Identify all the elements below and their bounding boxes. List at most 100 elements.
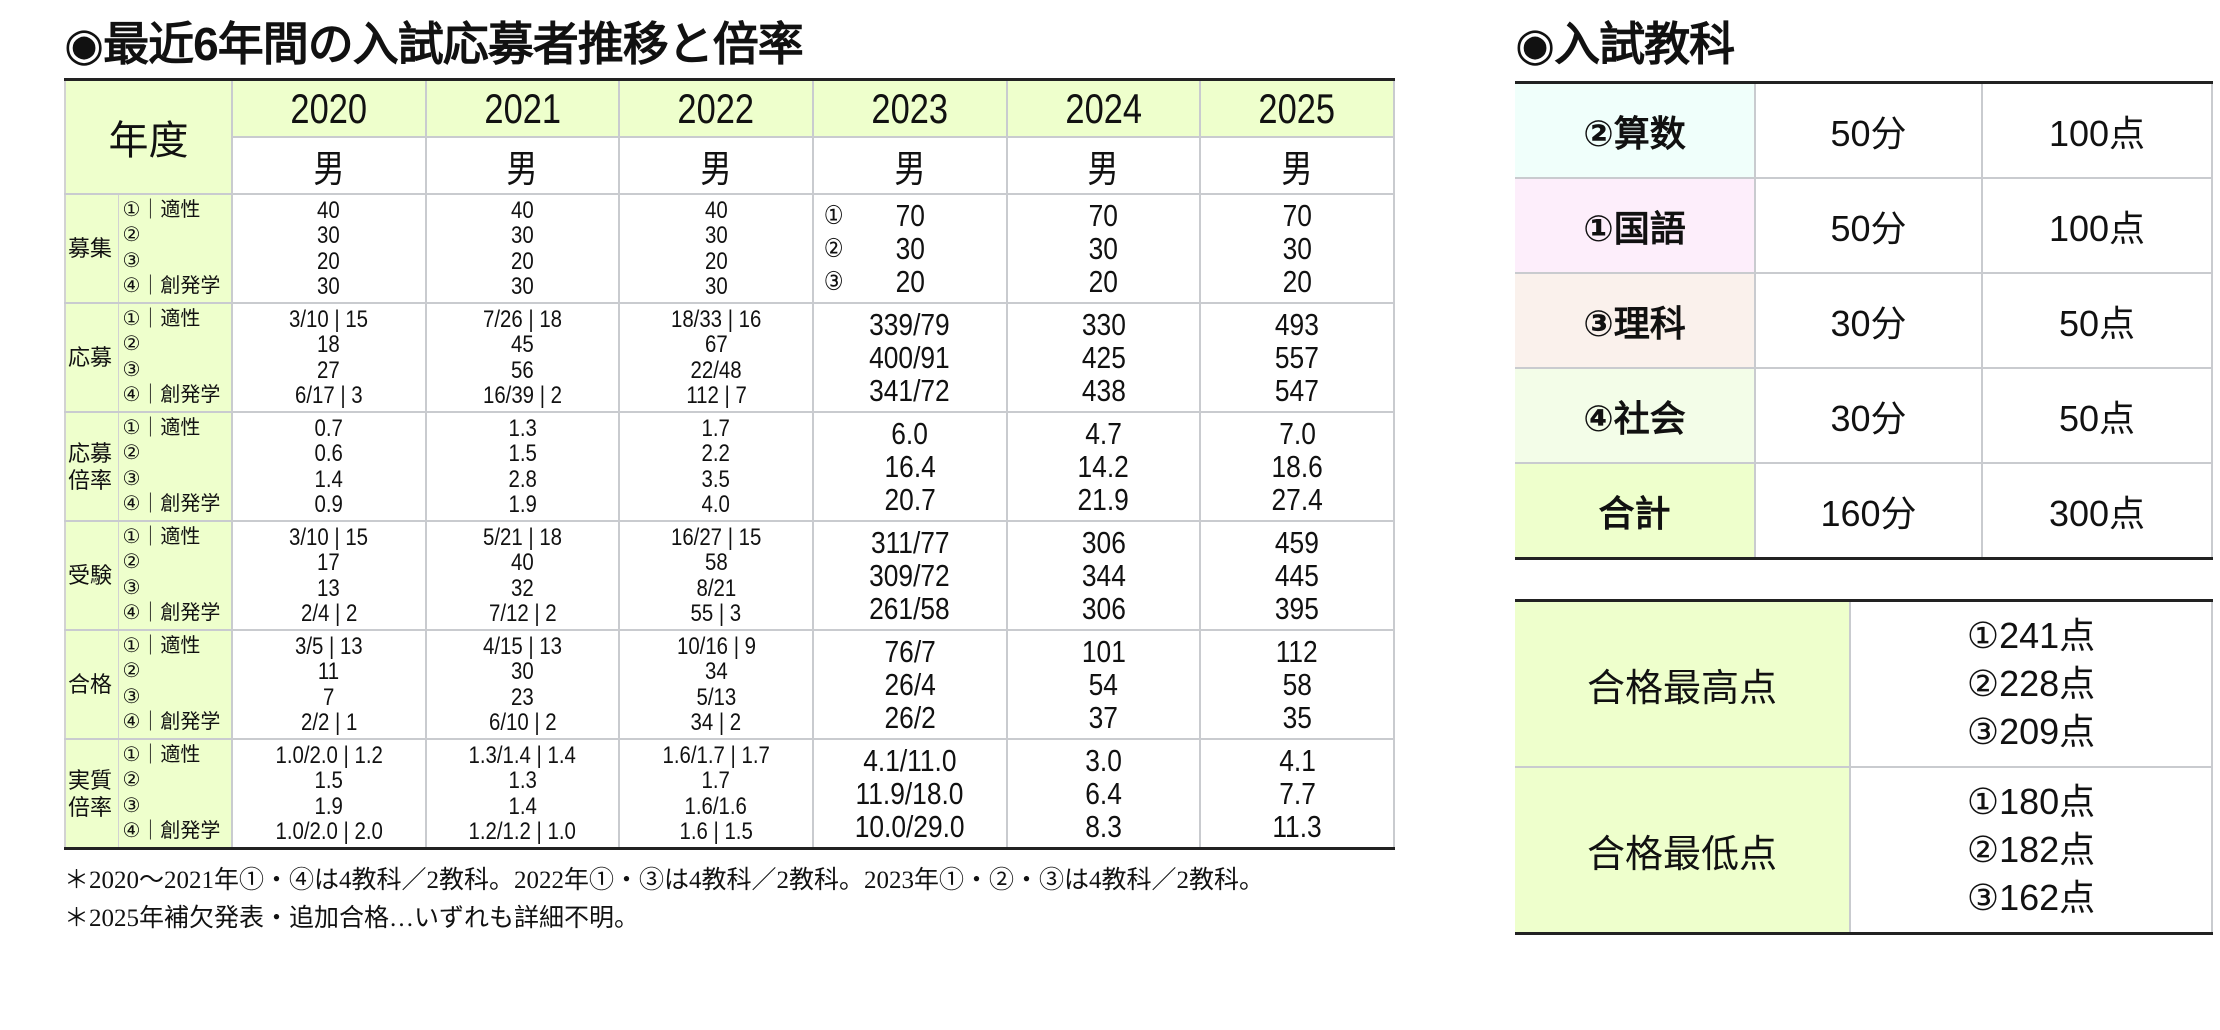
sub-label: ①｜適性 — [122, 743, 201, 766]
cell-line: 339/79 — [814, 308, 1006, 341]
sub-label: ④｜創発学 — [122, 384, 221, 406]
cell-line: 34 — [620, 659, 812, 685]
subject-points: 50点 — [1981, 272, 2213, 369]
year-header: 2020 — [231, 78, 427, 138]
cell-value: 7.0 — [1278, 416, 1316, 451]
year-header: 2021 — [424, 78, 621, 138]
cell-value: 17 — [317, 549, 341, 576]
cell-value: 1.5 — [508, 440, 537, 467]
subject-name: ③理科 — [1515, 272, 1756, 369]
cell-line: 35 — [1201, 701, 1393, 734]
pass-score-value: ①241点 — [1966, 615, 2096, 656]
cell-value: 459 — [1275, 525, 1320, 560]
cell-value: 306 — [1081, 525, 1126, 560]
cell-value: 34 — [704, 658, 728, 685]
data-cell: 18/33 | 16 67 22/48 112 | 7 — [618, 302, 814, 413]
row-group-label: 応募 倍率 — [64, 411, 118, 522]
cell-value: 0.7 — [314, 414, 344, 442]
year-header: 2022 — [618, 78, 814, 138]
year-label: 2021 — [484, 84, 561, 132]
subject-name: 合計 — [1515, 462, 1756, 560]
cell-line: 4.1/11.0 — [814, 744, 1006, 777]
cell-line: 16/27 | 15 — [620, 524, 812, 551]
data-cell: 0.7 0.6 1.4 0.9 — [231, 411, 427, 522]
cell-value: 3/10 | 15 — [289, 523, 369, 551]
sub-label: ④｜創発学 — [122, 493, 221, 515]
year-label: 2020 — [290, 84, 368, 132]
data-cell: 7/26 | 18 45 56 16/39 | 2 — [424, 302, 621, 413]
cell-line: 6.0 — [814, 417, 1006, 450]
cell-line: 58 — [620, 550, 812, 576]
data-cell: 5/21 | 18 40 32 7/12 | 2 — [424, 520, 621, 631]
cell-line: 55 | 3 — [620, 601, 812, 627]
subject-name: ④社会 — [1515, 367, 1756, 464]
pass-score-value: ②228点 — [1966, 663, 2096, 704]
cell-value: 55 | 3 — [690, 600, 742, 627]
cell-value: 7/26 | 18 — [482, 305, 562, 333]
subject-time: 50分 — [1754, 81, 1983, 179]
cell-value: 425 — [1081, 340, 1126, 375]
cell-line: 4.7 — [1008, 417, 1200, 450]
sub-label: ③ — [122, 685, 141, 708]
cell-line: 306 — [1008, 592, 1200, 625]
cell-value: 40 — [317, 196, 341, 224]
cell-value: 445 — [1275, 558, 1320, 593]
cell-line: 40 — [427, 197, 619, 224]
data-cell: 76/7 26/4 26/2 — [811, 629, 1008, 740]
cell-line: 27 — [233, 357, 425, 384]
cell-value: 54 — [1088, 667, 1119, 702]
cell-value: 101 — [1081, 634, 1126, 669]
cell-value: 4.1 — [1278, 743, 1316, 778]
cell-value: 330 — [1081, 307, 1126, 342]
cell-line: 112 — [1201, 635, 1393, 668]
cell-line: 30 — [427, 659, 619, 685]
pass-score-value: ③209点 — [1966, 711, 2096, 752]
sub-label: ③ — [122, 249, 141, 272]
cell-line: 23 — [427, 684, 619, 711]
right-title: ◉入試教科 — [1515, 18, 1735, 70]
cell-value: 1.6/1.7 | 1.7 — [662, 741, 770, 769]
year-header: 2025 — [1199, 78, 1395, 138]
cell-line: 547 — [1201, 374, 1393, 407]
cell-line: ② 30 — [814, 232, 1006, 265]
data-cell: 70 30 20 — [1005, 193, 1202, 304]
data-cell: 4.7 14.2 21.9 — [1005, 411, 1202, 522]
sub-label: ④｜創発学 — [122, 820, 221, 842]
cell-line: 70 — [1008, 199, 1200, 232]
cell-line: 11 — [233, 659, 425, 685]
cell-value: 11.9/18.0 — [855, 776, 964, 811]
cell-line: ③ 20 — [814, 265, 1006, 298]
cell-value: 4.0 — [701, 491, 731, 518]
cell-line: 11.9/18.0 — [814, 777, 1006, 810]
sub-label: ② — [122, 224, 141, 246]
cell-line: 30 — [620, 223, 812, 249]
data-cell: ① 70 ② 30 ③ 20 — [811, 193, 1008, 304]
cell-line: 56 — [427, 357, 619, 384]
cell-value: 309/72 — [869, 558, 951, 593]
table-row: 受験 ①｜適性 ② ③ ④｜創発学 3/10 | 15 17 13 2/4 | 2 5/21 | … — [64, 520, 1395, 631]
cell-value: 30 — [895, 231, 925, 266]
year-label: 2024 — [1065, 84, 1142, 132]
cell-value: 3/10 | 15 — [289, 305, 369, 333]
cell-line: 21.9 — [1008, 483, 1200, 516]
cell-line: 45 — [427, 332, 619, 358]
cell-line: 54 — [1008, 668, 1200, 701]
cell-line: 493 — [1201, 308, 1393, 341]
sub-label: ③ — [122, 358, 141, 381]
footnotes: ＊2020～2021年①・④は4教科／2教科。2022年①・③は4教科／2教科。… — [64, 862, 1264, 938]
sub-label: ①｜適性 — [122, 634, 201, 657]
data-cell: 339/79 400/91 341/72 — [811, 302, 1008, 413]
cell-line: 3.5 — [620, 466, 812, 493]
cell-line: 1.7 — [620, 768, 812, 794]
gender-header: 男 — [811, 136, 1008, 195]
sub-label: ④｜創発学 — [122, 711, 221, 733]
cell-line: 4.0 — [620, 492, 812, 518]
data-cell: 40 30 20 30 — [231, 193, 427, 304]
cell-line: 1.9 — [427, 492, 619, 518]
cell-value: 70 — [1282, 198, 1312, 233]
cell-line: 400/91 — [814, 341, 1006, 374]
data-cell: 10/16 | 9 34 5/13 34 | 2 — [618, 629, 814, 740]
cell-line: 37 — [1008, 701, 1200, 734]
cell-value: 30 — [511, 273, 534, 300]
circled-number: ③ — [823, 266, 844, 296]
